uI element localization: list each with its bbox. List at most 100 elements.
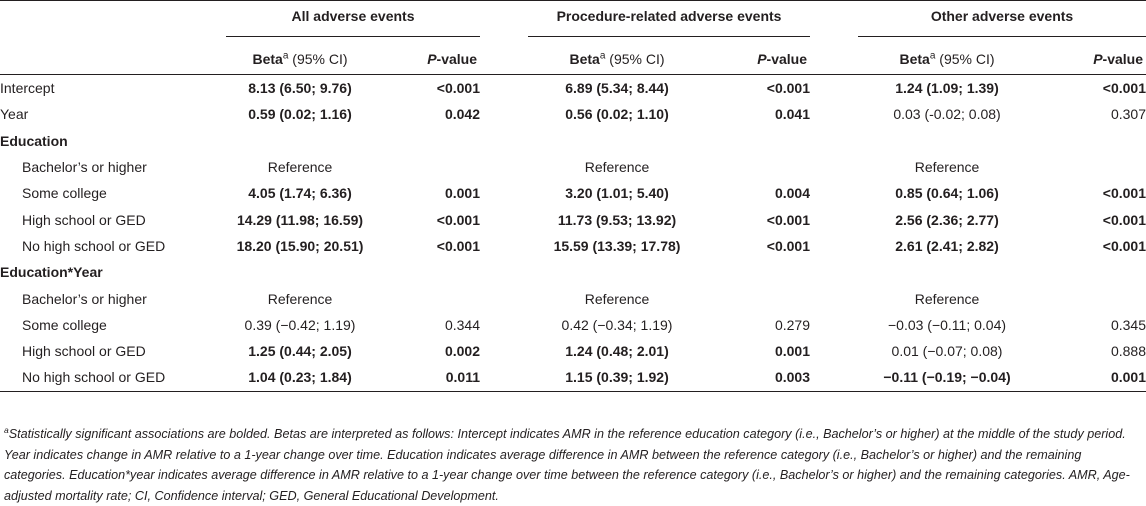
- beta-ci-cell: [528, 128, 706, 154]
- p-value-cell: 0.001: [774, 343, 811, 360]
- row-label: Some college: [22, 316, 107, 333]
- group-header-all: All adverse events: [226, 0, 480, 44]
- table-row: Education: [0, 128, 1146, 154]
- p-value-cell: <0.001: [766, 211, 811, 228]
- table-row: Some college 4.05 (1.74; 6.36) 0.001 3.20 (…: [0, 180, 1146, 206]
- section-label: Education*Year: [0, 264, 103, 281]
- beta-ci-cell: Reference: [267, 159, 333, 176]
- beta-ci-header: Betaa (95% CI): [528, 44, 706, 75]
- p-value-cell: [1036, 285, 1146, 311]
- beta-ci-header: Betaa (95% CI): [226, 44, 374, 75]
- table-row: No high school or GED 18.20 (15.90; 20.51…: [0, 233, 1146, 259]
- p-value-cell: 0.042: [444, 106, 480, 123]
- beta-ci-cell: 3.20 (1.01; 5.40): [565, 185, 669, 202]
- beta-ci-cell: Reference: [914, 290, 980, 307]
- p-value-cell: [374, 154, 480, 180]
- table-row: Education*Year: [0, 259, 1146, 285]
- p-value-cell: [706, 285, 810, 311]
- p-value-cell: [1036, 154, 1146, 180]
- group-header-procedure: Procedure-related adverse events: [528, 0, 811, 44]
- beta-ci-cell: 15.59 (13.39; 17.78): [553, 237, 681, 254]
- beta-ci-cell: 0.42 (−0.34; 1.19): [561, 316, 673, 333]
- p-value-cell: <0.001: [436, 237, 480, 254]
- p-value-cell: <0.001: [436, 211, 480, 228]
- p-value-cell: <0.001: [1102, 237, 1146, 254]
- table-row: Some college 0.39 (−0.42; 1.19) 0.344 0.42 …: [0, 312, 1146, 338]
- p-value-cell: <0.001: [766, 80, 811, 97]
- beta-ci-cell: 2.56 (2.36; 2.77): [895, 211, 999, 228]
- beta-ci-cell: 8.13 (6.50; 9.76): [248, 80, 352, 97]
- beta-ci-cell: 1.04 (0.23; 1.84): [226, 364, 374, 392]
- beta-ci-cell: Reference: [914, 159, 980, 176]
- p-value-header: P-value: [1036, 44, 1146, 75]
- table-row: Bachelor’s or higher Reference Reference Re…: [0, 154, 1146, 180]
- beta-ci-cell: Reference: [584, 290, 650, 307]
- p-value-cell: [706, 128, 810, 154]
- table-row: High school or GED 14.29 (11.98; 16.59) <0…: [0, 206, 1146, 232]
- regression-results-table: All adverse events Procedure-related adv…: [0, 0, 1146, 392]
- p-value-cell: 0.002: [444, 343, 480, 360]
- table-body: Intercept 8.13 (6.50; 9.76) <0.001 6.89 (5.…: [0, 75, 1146, 392]
- column-header-row: Betaa (95% CI) P-value Betaa (95% CI) P-…: [0, 44, 1146, 75]
- table-footnote: aStatistically significant associations …: [4, 424, 1130, 503]
- beta-ci-cell: [226, 128, 374, 154]
- table-row: Intercept 8.13 (6.50; 9.76) <0.001 6.89 (5.…: [0, 75, 1146, 102]
- p-value-cell: <0.001: [1102, 185, 1146, 202]
- p-value-cell: 0.344: [444, 316, 480, 333]
- p-value-cell: 0.001: [444, 185, 480, 202]
- p-value-cell: 0.041: [774, 106, 811, 123]
- row-label: High school or GED: [22, 211, 146, 228]
- beta-ci-cell: Reference: [267, 290, 333, 307]
- table-row: Bachelor’s or higher Reference Reference Re…: [0, 285, 1146, 311]
- beta-ci-cell: 11.73 (9.53; 13.92): [557, 211, 677, 228]
- beta-ci-cell: [226, 259, 374, 285]
- p-value-cell: 0.004: [774, 185, 811, 202]
- beta-ci-cell: 0.59 (0.02; 1.16): [248, 106, 352, 123]
- p-value-cell: <0.001: [1102, 80, 1146, 97]
- beta-ci-cell: 6.89 (5.34; 8.44): [565, 80, 669, 97]
- beta-ci-cell: −0.11 (−0.19; −0.04): [858, 364, 1037, 392]
- beta-ci-cell: 1.25 (0.44; 2.05): [248, 343, 352, 360]
- row-label: No high school or GED: [0, 364, 226, 392]
- p-value-cell: <0.001: [1102, 211, 1146, 228]
- row-label: No high school or GED: [22, 237, 166, 254]
- row-label: High school or GED: [22, 343, 146, 360]
- p-value-cell: 0.345: [1110, 316, 1146, 333]
- p-value-cell: [374, 128, 480, 154]
- beta-ci-header: Betaa (95% CI): [858, 44, 1037, 75]
- beta-ci-cell: −0.03 (−0.11; 0.04): [887, 316, 1007, 333]
- beta-ci-cell: 2.61 (2.41; 2.82): [895, 237, 999, 254]
- p-value-cell: [1036, 128, 1146, 154]
- row-label: Year: [0, 106, 29, 123]
- p-value-cell: [1036, 259, 1146, 285]
- row-label: Bachelor’s or higher: [22, 290, 147, 307]
- beta-ci-cell: 4.05 (1.74; 6.36): [248, 185, 352, 202]
- beta-ci-cell: 14.29 (11.98; 16.59): [236, 211, 364, 228]
- beta-ci-cell: 0.03 (-0.02; 0.08): [893, 106, 1001, 123]
- beta-ci-cell: 0.85 (0.64; 1.06): [895, 185, 999, 202]
- beta-ci-cell: [858, 128, 1036, 154]
- beta-ci-cell: 1.24 (1.09; 1.39): [895, 80, 999, 97]
- p-value-cell: <0.001: [436, 80, 480, 97]
- p-value-cell: 0.003: [706, 364, 811, 392]
- p-value-header: P-value: [374, 44, 480, 75]
- p-value-cell: 0.011: [374, 364, 480, 392]
- group-header-row: All adverse events Procedure-related adv…: [0, 0, 1146, 44]
- group-header-other: Other adverse events: [858, 0, 1146, 44]
- beta-ci-cell: 18.20 (15.90; 20.51): [236, 237, 364, 254]
- p-value-cell: [706, 259, 810, 285]
- beta-ci-cell: [528, 259, 706, 285]
- p-value-cell: <0.001: [766, 237, 811, 254]
- p-value-cell: 0.888: [1110, 343, 1146, 360]
- beta-ci-cell: 0.39 (−0.42; 1.19): [244, 316, 356, 333]
- p-value-cell: 0.001: [1036, 364, 1146, 392]
- p-value-cell: [374, 259, 480, 285]
- p-value-cell: [374, 285, 480, 311]
- beta-ci-cell: Reference: [584, 159, 650, 176]
- row-label: Some college: [22, 185, 107, 202]
- row-label: Bachelor’s or higher: [22, 159, 147, 176]
- beta-ci-cell: 1.15 (0.39; 1.92): [528, 364, 706, 392]
- p-value-cell: [706, 154, 810, 180]
- p-value-cell: 0.279: [774, 316, 811, 333]
